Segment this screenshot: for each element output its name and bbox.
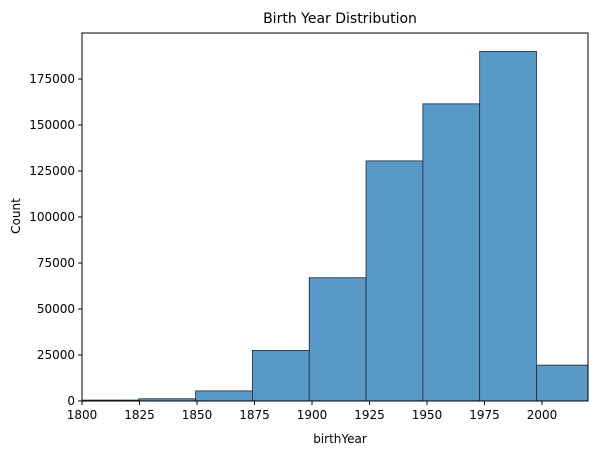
histogram-bar [195,390,253,401]
x-tick-label: 1900 [297,408,328,422]
chart-title: Birth Year Distribution [263,11,417,27]
bars-group [82,51,588,401]
x-tick-label: 1925 [354,408,385,422]
histogram-bar [422,103,481,401]
y-axis-label: Count [9,198,23,234]
y-axis: 0 25000 50000 75000 100000 125000 150000 175000 [29,72,82,408]
x-tick-label: 1975 [469,408,500,422]
histogram-bar [308,277,367,401]
x-tick-label: 1875 [239,408,270,422]
histogram-bar [536,364,588,401]
x-tick-label: 1850 [182,408,213,422]
x-tick-label: 1825 [124,408,155,422]
y-tick-label: 25000 [37,348,75,362]
x-tick-label: 2000 [527,408,558,422]
x-tick-label: 1800 [67,408,98,422]
x-tick-label: 1950 [412,408,443,422]
y-tick-label: 175000 [29,72,75,86]
x-axis: 1800 1825 1850 1875 1900 1925 1950 1975 2000 [67,401,558,422]
y-tick-label: 50000 [37,302,75,316]
histogram-bar [252,349,310,401]
histogram-bar [479,51,537,401]
y-tick-label: 75000 [37,256,75,270]
x-axis-label: birthYear [313,432,367,446]
y-tick-label: 0 [67,394,75,408]
y-tick-label: 150000 [29,118,75,132]
y-tick-label: 125000 [29,164,75,178]
histogram-bar [365,160,424,401]
y-tick-label: 100000 [29,210,75,224]
